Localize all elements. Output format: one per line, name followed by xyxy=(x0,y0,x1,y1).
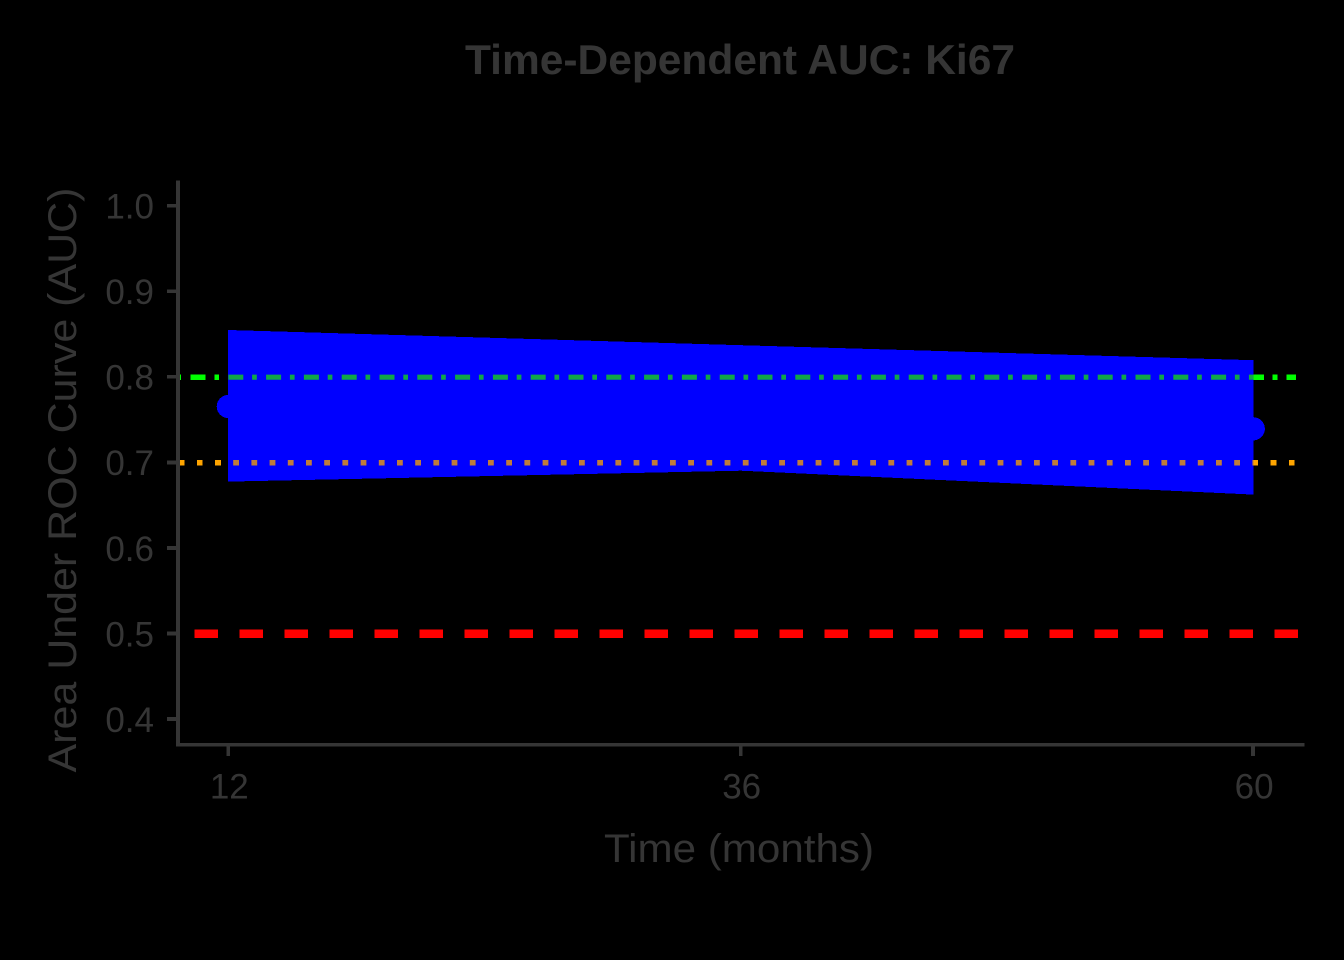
svg-text:12: 12 xyxy=(210,768,249,807)
svg-text:0.8: 0.8 xyxy=(105,359,154,398)
svg-text:0.7: 0.7 xyxy=(105,444,154,483)
svg-text:Time (months): Time (months) xyxy=(604,827,874,871)
svg-text:Time-Dependent AUC: Ki67: Time-Dependent AUC: Ki67 xyxy=(465,36,1015,83)
svg-text:1.0: 1.0 xyxy=(105,188,154,227)
svg-text:0.4: 0.4 xyxy=(105,701,154,740)
svg-text:0.5: 0.5 xyxy=(105,615,154,654)
svg-text:0.9: 0.9 xyxy=(105,273,154,312)
svg-text:0.6: 0.6 xyxy=(105,530,154,569)
svg-text:36: 36 xyxy=(722,768,761,807)
svg-text:60: 60 xyxy=(1235,768,1274,807)
svg-text:Area Under ROC Curve (AUC): Area Under ROC Curve (AUC) xyxy=(41,188,85,773)
